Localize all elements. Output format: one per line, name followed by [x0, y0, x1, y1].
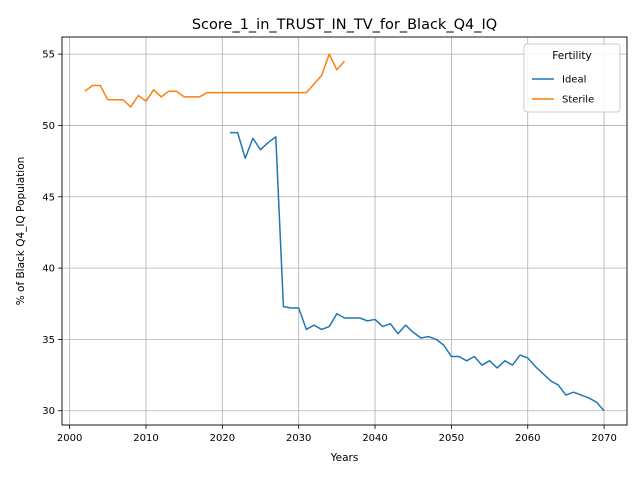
y-tick-label: 35 [42, 335, 55, 346]
legend-title: Fertility [552, 50, 591, 62]
y-axis-label: % of Black Q4_IQ Population [15, 157, 27, 306]
plot-frame [61, 36, 628, 426]
series-line-sterile [84, 53, 346, 108]
x-tick-label: 2070 [591, 433, 616, 444]
y-tick-label: 55 [42, 50, 55, 61]
y-tick-label: 45 [42, 192, 55, 203]
x-tick-label: 2030 [286, 433, 311, 444]
x-axis-label: Years [330, 452, 359, 464]
legend: Fertility Ideal Sterile [523, 43, 621, 113]
x-tick-label: 2050 [439, 433, 464, 444]
y-tick-label: 40 [42, 264, 55, 275]
x-tick-label: 2010 [133, 433, 158, 444]
x-tick-label: 2020 [210, 433, 235, 444]
x-tick-label: 2060 [515, 433, 540, 444]
y-tick-label: 50 [42, 121, 55, 132]
chart-title: Score_1_in_TRUST_IN_TV_for_Black_Q4_IQ [192, 17, 497, 33]
legend-label-sterile: Sterile [562, 95, 594, 106]
y-tick-label: 30 [42, 406, 55, 417]
legend-label-ideal: Ideal [562, 75, 586, 86]
series-line-ideal [229, 131, 605, 412]
series-layer [84, 53, 605, 412]
axis-ticks: 2000 2010 2020 2030 2040 2050 2060 2070 30 35 40 45… [42, 50, 617, 444]
x-tick-label: 2040 [362, 433, 387, 444]
legend-box [523, 43, 621, 113]
x-tick-label: 2000 [57, 433, 82, 444]
